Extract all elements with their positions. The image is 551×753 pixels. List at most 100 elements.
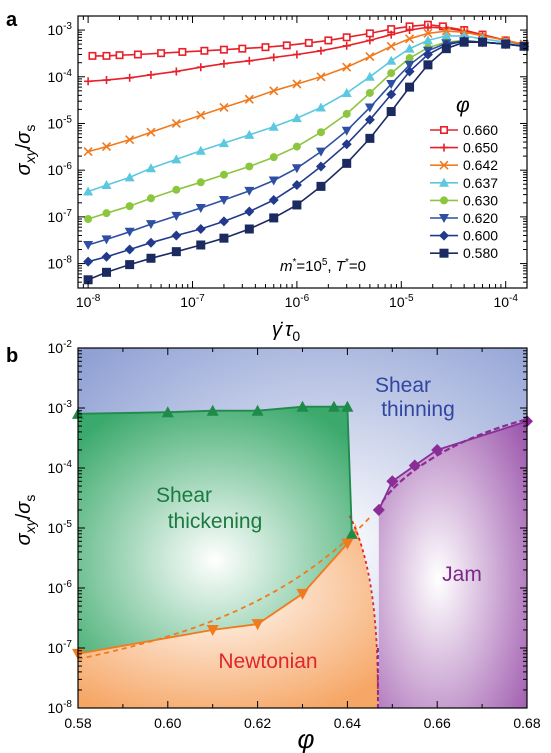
newtonian-fit-dashed <box>77 516 371 661</box>
region-newtonian-fill <box>78 523 379 708</box>
data-point-0-642-3 <box>146 127 156 137</box>
legend-entry-0-637: 0.637 <box>430 175 498 191</box>
data-point-0-660-3 <box>133 50 142 59</box>
data-point-0-637-3 <box>145 163 156 173</box>
data-point-newtonian-boundary-1 <box>206 624 219 636</box>
data-point-0-660-11 <box>304 38 313 47</box>
x-tick-label-1: 0.60 <box>154 715 181 731</box>
data-point-0-600-1 <box>101 251 112 262</box>
data-point-0-630-5 <box>196 178 205 187</box>
svg-text:γ̇τ0: γ̇ τ0 <box>272 319 300 344</box>
data-point-0-580-16 <box>441 44 451 54</box>
x-tick-label-1: 10-7 <box>180 293 205 310</box>
data-point-0-637-10 <box>315 102 326 112</box>
data-point-0-660-7 <box>219 45 228 54</box>
x-tick-label-3: 10-5 <box>389 293 414 310</box>
data-point-jamming-boundary-1 <box>386 475 399 488</box>
data-point-thickening-boundary-6 <box>341 400 354 412</box>
data-point-0-637-12 <box>364 71 375 81</box>
data-point-0-580-6 <box>219 233 229 243</box>
data-point-0-637-2 <box>124 172 135 182</box>
data-point-0-660-9 <box>261 43 270 52</box>
panel-a-plot-area <box>83 20 530 285</box>
svg-text:σxy/σs: σxy/σs <box>13 495 38 546</box>
data-point-0-637-13 <box>386 55 397 65</box>
data-point-0-580-10 <box>316 181 326 191</box>
data-point-0-580-2 <box>125 260 135 270</box>
data-point-0-600-10 <box>315 161 326 172</box>
data-point-0-580-13 <box>386 107 396 117</box>
legend-label-0-642: 0.642 <box>463 157 498 173</box>
legend-marker-0-620 <box>439 214 449 223</box>
data-point-0-580-17 <box>459 37 469 47</box>
data-point-0-650-2 <box>125 73 134 82</box>
data-point-0-642-13 <box>386 41 396 51</box>
data-point-0-650-3 <box>146 70 155 79</box>
data-point-0-630-0 <box>84 215 93 224</box>
jamming-threshold-dashed <box>348 515 379 709</box>
data-point-0-600-5 <box>195 224 206 235</box>
data-point-0-620-5 <box>195 203 206 213</box>
data-point-thickening-boundary-7 <box>345 527 358 539</box>
data-point-0-600-11 <box>341 139 352 150</box>
region-shear-thinning-line1: Shear <box>375 374 431 397</box>
legend-label-0-660: 0.660 <box>463 122 498 138</box>
data-point-0-642-9 <box>292 79 302 89</box>
panel-a: a 10-8 10-7 10-6 10-5 10-410-810-710-610-510… <box>6 9 530 344</box>
data-point-0-637-5 <box>195 145 206 155</box>
data-point-0-650-9 <box>292 50 301 59</box>
legend-entry-0-650: 0.650 <box>430 140 498 156</box>
panel-b-axes: 0.58 0.60 0.62 0.64 0.66 0.68 10-8 10-7 10-6 10-5… <box>48 339 541 731</box>
data-point-0-600-9 <box>291 180 302 191</box>
data-point-0-642-4 <box>171 118 181 129</box>
data-point-0-660-12 <box>324 36 333 45</box>
data-point-0-620-13 <box>386 79 397 89</box>
x-tick-label-0: 0.58 <box>64 715 91 731</box>
data-point-0-600-12 <box>364 114 375 125</box>
data-point-0-650-10 <box>316 46 325 55</box>
data-point-0-642-10 <box>316 72 326 82</box>
data-point-0-650-8 <box>269 53 278 62</box>
series-0-580 <box>83 37 529 285</box>
data-point-0-642-6 <box>219 102 229 113</box>
legend-entry-0-630: 0.630 <box>430 192 498 208</box>
data-point-0-650-14 <box>405 26 414 35</box>
data-point-0-580-14 <box>405 82 415 92</box>
data-point-jamming-boundary-2 <box>408 459 421 472</box>
data-point-0-580-4 <box>171 247 181 257</box>
x-tick-label-3: 0.64 <box>334 715 361 731</box>
data-point-0-580-11 <box>342 158 352 168</box>
legend-marker-0-642 <box>439 160 449 170</box>
data-point-0-660-14 <box>365 29 374 38</box>
data-point-0-620-12 <box>364 103 375 113</box>
data-point-0-642-2 <box>125 135 135 145</box>
data-point-0-650-12 <box>365 36 374 45</box>
y-tick-label-3: 10-5 <box>48 519 73 536</box>
panel-b-y-axis-label: σxy/σs <box>13 495 38 546</box>
series-0-600 <box>83 36 530 267</box>
data-point-0-637-15 <box>422 35 433 45</box>
data-point-0-630-14 <box>405 54 414 63</box>
data-point-0-600-2 <box>124 244 135 255</box>
data-point-0-630-9 <box>292 142 301 151</box>
data-point-0-630-4 <box>172 185 181 194</box>
data-point-0-637-0 <box>83 186 94 196</box>
series-newtonian-boundary <box>72 538 354 660</box>
data-point-0-600-3 <box>145 237 156 248</box>
series-thickening-boundary <box>72 400 358 539</box>
legend-entry-0-642: 0.642 <box>430 157 498 173</box>
legend-marker-0-600 <box>439 230 449 241</box>
series-jamming-boundary <box>372 415 533 516</box>
series-0-642 <box>83 26 529 157</box>
data-point-0-580-5 <box>196 240 206 250</box>
data-point-0-580-12 <box>365 133 375 143</box>
data-point-0-660-6 <box>200 46 209 55</box>
region-shear-thickening-fill <box>78 406 352 654</box>
data-point-0-600-13 <box>386 89 397 100</box>
region-shear-thickening-line1: Shear <box>156 484 212 507</box>
legend-label-0-620: 0.620 <box>463 210 498 226</box>
data-point-0-660-8 <box>238 44 247 53</box>
data-point-0-600-8 <box>268 194 279 205</box>
y-tick-label-6: 10-2 <box>48 339 73 356</box>
